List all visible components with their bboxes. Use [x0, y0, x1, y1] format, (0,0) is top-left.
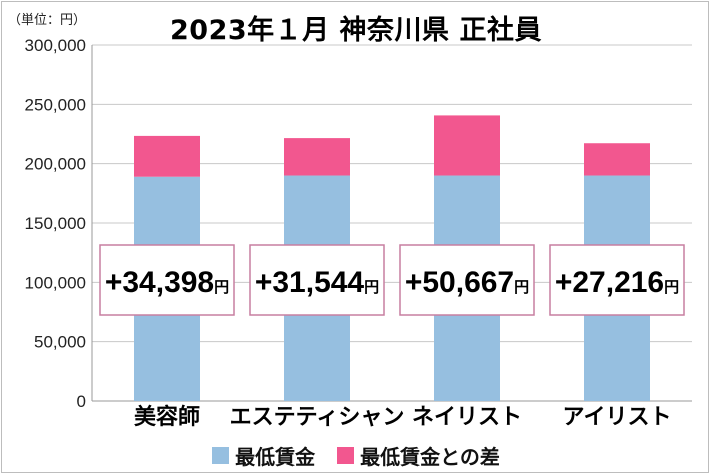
x-category-label: ネイリスト — [412, 405, 522, 430]
legend-label-min-wage: 最低賃金 — [235, 445, 316, 469]
difference-callout-box — [549, 244, 685, 316]
chart-title: 2023年１月 神奈川県 正社員 — [170, 15, 542, 46]
y-tick-label: 150,000 — [25, 214, 86, 233]
legend: 最低賃金 最低賃金との差 — [0, 441, 712, 470]
difference-callout-box — [99, 244, 235, 316]
difference-value: +27,216 — [555, 266, 664, 299]
y-tick-label: 100,000 — [25, 273, 86, 292]
difference-value: +31,544 — [255, 266, 365, 299]
difference-unit: 円 — [364, 279, 379, 296]
legend-label-difference: 最低賃金との差 — [360, 445, 500, 469]
difference-callout-label: +50,667円 — [405, 266, 529, 299]
difference-unit: 円 — [664, 279, 679, 296]
difference-callout-box — [249, 244, 385, 316]
y-tick-label: 200,000 — [25, 155, 86, 174]
legend-swatch-min-wage — [212, 447, 230, 464]
y-tick-label: 300,000 — [25, 36, 86, 55]
unit-label: （単位：円） — [8, 13, 87, 28]
bar-difference — [584, 143, 650, 176]
y-tick-label: 50,000 — [34, 333, 86, 352]
legend-swatch-difference — [337, 447, 355, 464]
bar-difference — [284, 138, 350, 176]
x-category-label: エステティシャン — [230, 405, 405, 430]
y-tick-label: 0 — [77, 392, 86, 411]
difference-value: +34,398 — [105, 266, 214, 299]
difference-unit: 円 — [514, 279, 529, 296]
legend-item-min-wage: 最低賃金 — [212, 441, 315, 470]
difference-callout-box — [399, 244, 535, 316]
difference-unit: 円 — [214, 279, 229, 296]
bar-difference — [434, 115, 500, 176]
difference-callout-label: +34,398円 — [105, 266, 229, 299]
difference-callout-label: +31,544円 — [255, 266, 379, 299]
x-category-label: アイリスト — [563, 405, 672, 430]
y-tick-label: 250,000 — [25, 95, 86, 114]
x-category-label: 美容師 — [134, 404, 200, 430]
difference-callout-label: +27,216円 — [555, 266, 679, 299]
legend-item-difference: 最低賃金との差 — [337, 441, 500, 470]
difference-value: +50,667 — [405, 266, 514, 299]
bar-difference — [134, 135, 200, 177]
